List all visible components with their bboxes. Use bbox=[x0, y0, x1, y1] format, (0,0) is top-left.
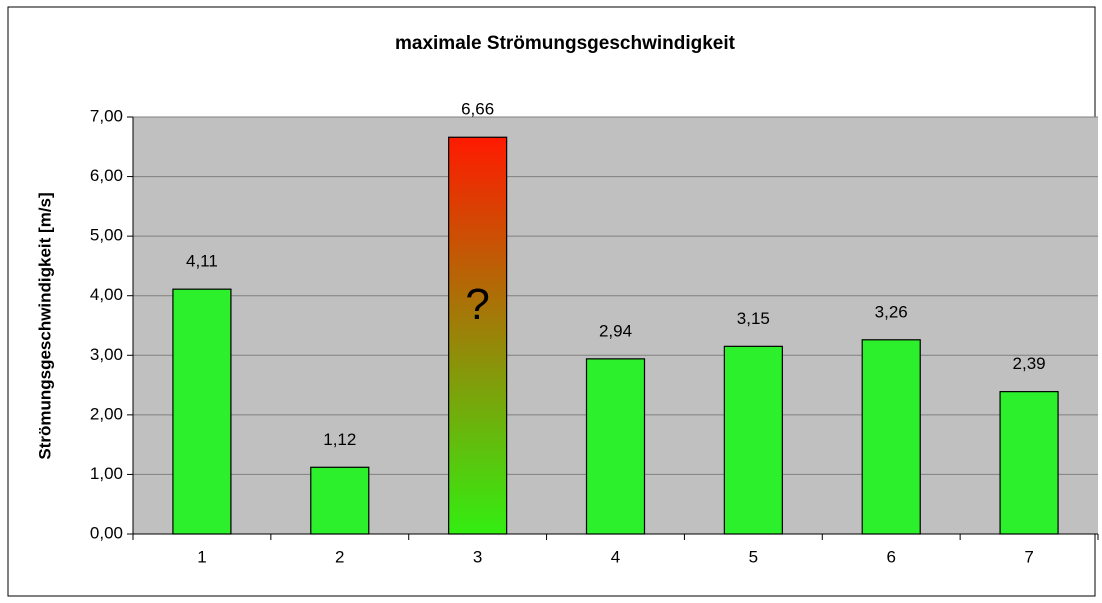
bar-annotation: ? bbox=[465, 280, 489, 329]
y-tick-label: 5,00 bbox=[90, 226, 123, 245]
value-label: 3,26 bbox=[875, 302, 908, 321]
y-tick-label: 1,00 bbox=[90, 464, 123, 483]
bar bbox=[172, 288, 232, 535]
value-label: 4,11 bbox=[186, 252, 218, 271]
x-tick-label: 4 bbox=[611, 547, 620, 566]
x-tick-label: 2 bbox=[335, 547, 344, 566]
y-tick-label: 4,00 bbox=[90, 285, 123, 304]
value-label: 1,12 bbox=[323, 430, 356, 449]
y-tick-label: 7,00 bbox=[90, 106, 123, 125]
value-label: 2,39 bbox=[1013, 354, 1046, 373]
y-tick-label: 3,00 bbox=[90, 345, 123, 364]
y-tick-label: 2,00 bbox=[90, 404, 123, 423]
bar bbox=[861, 339, 921, 535]
value-label: 2,94 bbox=[599, 321, 632, 340]
y-tick-label: 0,00 bbox=[90, 523, 123, 542]
value-label: 6,66 bbox=[461, 100, 494, 119]
x-tick-label: 1 bbox=[197, 547, 206, 566]
chart-title: maximale Strömungsgeschwindigkeit bbox=[395, 33, 736, 54]
y-axis-label: Strömungsgeschwindigkeit [m/s] bbox=[35, 192, 54, 459]
bar bbox=[310, 466, 370, 535]
value-label: 3,15 bbox=[737, 309, 770, 328]
bar bbox=[723, 345, 783, 535]
y-tick-label: 6,00 bbox=[90, 166, 123, 185]
bar bbox=[999, 391, 1059, 535]
x-tick-label: 5 bbox=[749, 547, 758, 566]
bar bbox=[585, 358, 646, 535]
x-tick-label: 3 bbox=[473, 547, 482, 566]
x-tick-label: 6 bbox=[886, 547, 895, 566]
x-tick-label: 7 bbox=[1024, 547, 1033, 566]
bar bbox=[448, 136, 508, 535]
